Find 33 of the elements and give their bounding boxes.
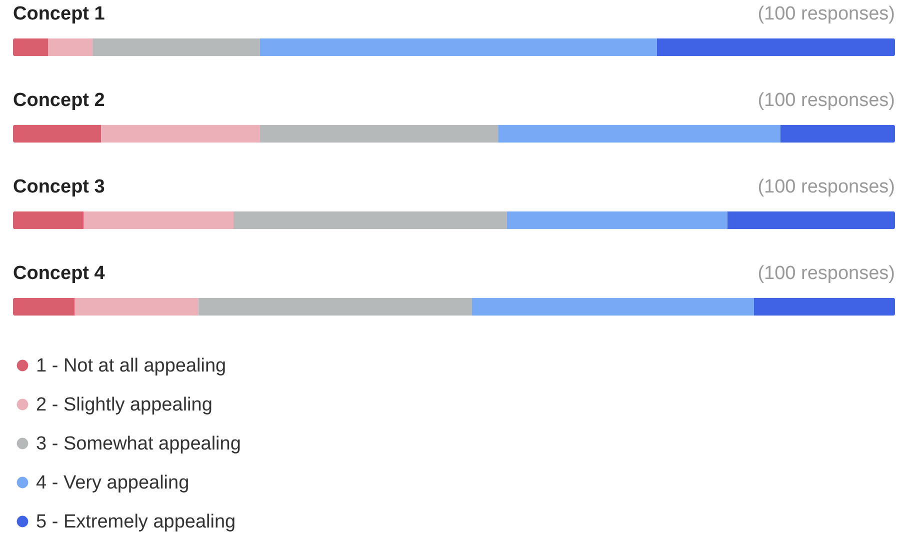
bar: [260, 38, 657, 56]
bar: [506, 211, 728, 230]
legend-label: 3 - Somewhat appealing: [36, 434, 241, 454]
y-tick-label: Concept 2: [13, 90, 105, 111]
bar: [13, 298, 75, 316]
bar: [198, 298, 472, 316]
bar: [13, 211, 84, 230]
bar: [498, 124, 780, 143]
bar: [780, 124, 895, 143]
bar: [234, 211, 507, 230]
y-tick-label: Concept 1: [13, 3, 106, 24]
annotation: (100 responses): [758, 3, 895, 24]
bar: [754, 298, 895, 316]
bar: [260, 124, 498, 143]
legend-label: 1 - Not at all appealing: [36, 356, 226, 376]
bar: [656, 38, 895, 56]
bar: [92, 38, 260, 56]
annotation: (100 responses): [758, 90, 895, 111]
bar: [84, 211, 234, 230]
legend-label: 5 - Extremely appealing: [36, 512, 236, 532]
bar: [74, 298, 198, 316]
y-tick-label: Concept 3: [13, 176, 105, 198]
annotation: (100 responses): [758, 262, 895, 284]
legend-label: 4 - Very appealing: [36, 472, 190, 494]
bar: [727, 211, 895, 230]
bar: [13, 38, 48, 56]
bar: [472, 298, 754, 316]
y-tick-label: Concept 4: [13, 262, 106, 284]
bar: [13, 124, 102, 143]
bar: [101, 124, 260, 143]
bar: [48, 38, 92, 56]
annotation: (100 responses): [758, 176, 895, 198]
legend-label: 2 - Slightly appealing: [36, 394, 212, 416]
